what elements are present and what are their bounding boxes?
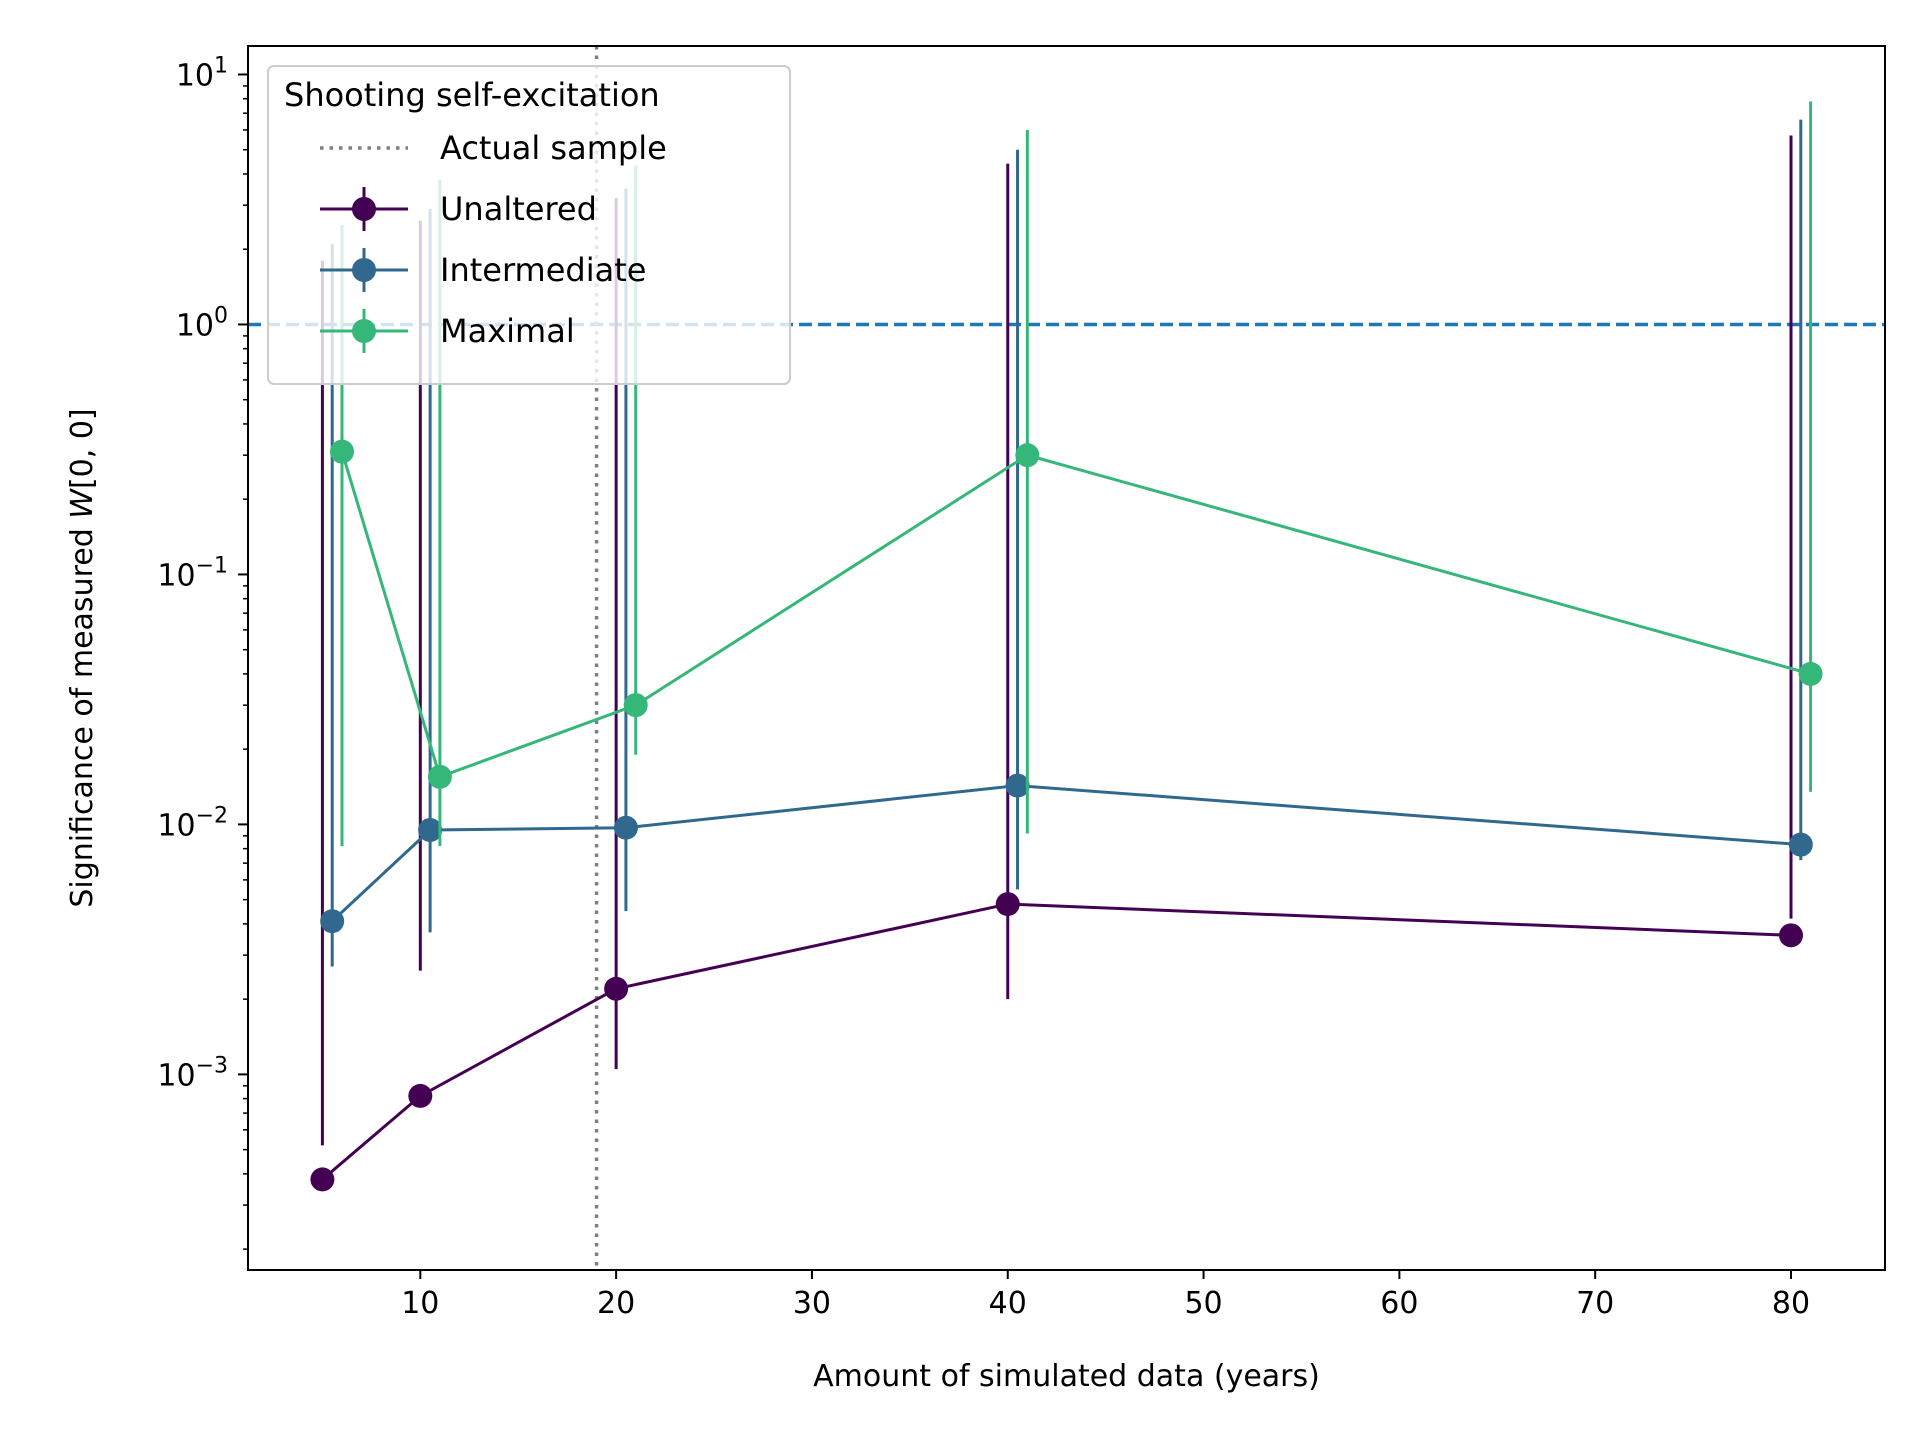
data-point-maximal bbox=[623, 693, 648, 718]
y-axis-label: Significance of measured W[0, 0] bbox=[65, 408, 100, 907]
y-tick-base: 10 bbox=[157, 808, 195, 843]
x-tick-label: 50 bbox=[1184, 1286, 1222, 1321]
data-point-intermediate bbox=[1005, 773, 1030, 798]
y-tick-label: 10−2 bbox=[157, 803, 228, 843]
y-tick-label: 10−1 bbox=[157, 553, 228, 593]
legend-handle-marker-intermediate bbox=[352, 258, 376, 282]
data-point-maximal bbox=[1798, 661, 1823, 686]
data-point-unaltered bbox=[1779, 923, 1804, 948]
data-point-intermediate bbox=[418, 817, 443, 842]
y-tick-exponent: −1 bbox=[196, 553, 228, 578]
x-tick-label: 60 bbox=[1380, 1286, 1418, 1321]
x-tick-label: 70 bbox=[1576, 1286, 1614, 1321]
data-point-intermediate bbox=[1788, 832, 1813, 857]
x-tick-label: 10 bbox=[401, 1286, 439, 1321]
legend-handle-marker-unaltered bbox=[352, 197, 376, 221]
legend-label-intermediate: Intermediate bbox=[440, 251, 646, 289]
legend: Shooting self-excitation Actual sample Una… bbox=[267, 65, 791, 385]
y-tick-base: 10 bbox=[176, 58, 214, 93]
legend-handle-marker-maximal bbox=[352, 319, 376, 343]
legend-label-actual-sample: Actual sample bbox=[440, 129, 667, 167]
x-tick-label: 20 bbox=[597, 1286, 635, 1321]
y-axis-label-suffix: [0, 0] bbox=[65, 408, 100, 489]
series-unaltered bbox=[310, 135, 1804, 1192]
legend-title: Shooting self-excitation bbox=[284, 76, 660, 114]
data-point-unaltered bbox=[604, 976, 629, 1001]
legend-box bbox=[267, 65, 791, 385]
y-tick-label: 10−3 bbox=[157, 1053, 228, 1093]
y-tick-base: 10 bbox=[157, 1058, 195, 1093]
y-tick-label: 100 bbox=[176, 303, 228, 343]
x-tick-label: 80 bbox=[1772, 1286, 1810, 1321]
y-tick-exponent: 0 bbox=[214, 303, 228, 328]
x-tick-label: 40 bbox=[989, 1286, 1027, 1321]
data-point-unaltered bbox=[408, 1083, 433, 1108]
legend-label-unaltered: Unaltered bbox=[440, 190, 597, 228]
y-tick-exponent: −3 bbox=[196, 1053, 228, 1078]
data-point-unaltered bbox=[310, 1167, 335, 1192]
axes-frame bbox=[247, 45, 1886, 1271]
y-axis-label-variable: W bbox=[65, 488, 100, 519]
y-tick-base: 10 bbox=[157, 558, 195, 593]
y-tick-label: 101 bbox=[176, 53, 228, 93]
y-tick-base: 10 bbox=[176, 308, 214, 343]
data-point-unaltered bbox=[995, 892, 1020, 917]
data-point-intermediate bbox=[613, 815, 638, 840]
y-tick-exponent: −2 bbox=[196, 803, 228, 828]
data-point-intermediate bbox=[320, 909, 345, 934]
data-point-maximal bbox=[329, 439, 354, 464]
data-point-maximal bbox=[1015, 443, 1040, 468]
data-point-maximal bbox=[427, 764, 452, 789]
x-axis-label: Amount of simulated data (years) bbox=[813, 1359, 1320, 1394]
y-axis-label-prefix: Significance of measured bbox=[65, 519, 100, 908]
legend-label-maximal: Maximal bbox=[440, 312, 575, 350]
y-tick-exponent: 1 bbox=[214, 53, 228, 78]
x-tick-label: 30 bbox=[793, 1286, 831, 1321]
